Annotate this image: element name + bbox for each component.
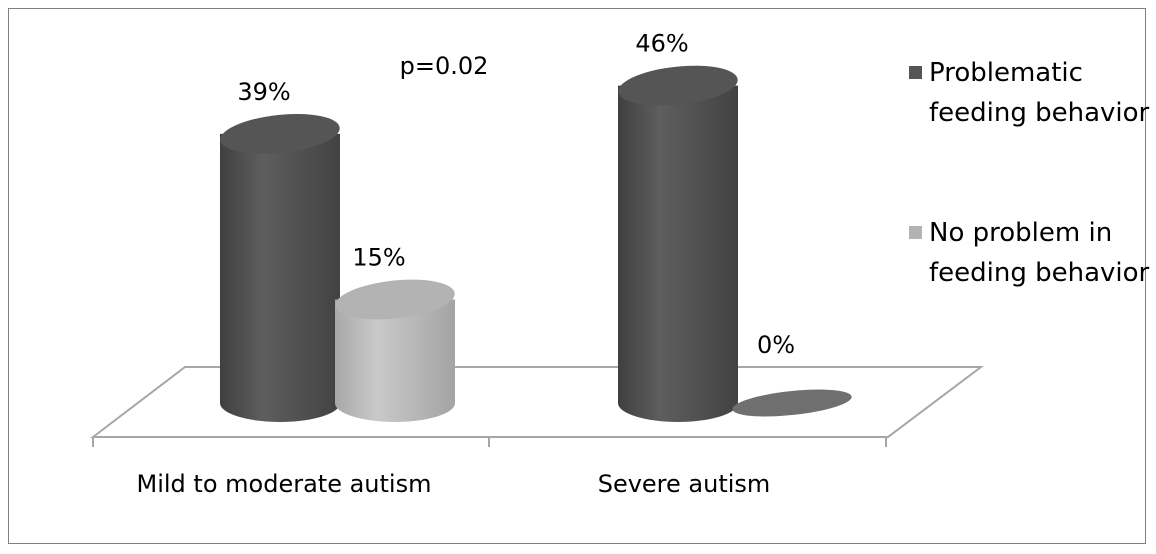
x-tick-label-mild: Mild to moderate autism — [137, 470, 432, 498]
legend-label-no-problem-line2: feeding behavior — [929, 258, 1150, 288]
legend: Problematic feeding behavior No problem … — [909, 58, 1150, 288]
bar-mild-no-problem — [335, 279, 455, 422]
value-label-mild-no-problem: 15% — [352, 244, 405, 272]
chart-frame — [8, 8, 1146, 544]
bar-mild-problematic — [220, 113, 340, 422]
bar-severe-problematic — [618, 65, 738, 422]
value-label-severe-no-problem: 0% — [757, 331, 795, 359]
value-label-mild-problematic: 39% — [237, 78, 290, 106]
x-tick-label-severe: Severe autism — [598, 470, 771, 498]
legend-label-problematic-line1: Problematic — [929, 58, 1083, 88]
legend-label-problematic-line2: feeding behavior — [929, 98, 1150, 128]
legend-swatch-problematic — [909, 66, 922, 79]
bar-severe-no-problem — [732, 389, 852, 417]
legend-swatch-no-problem — [909, 226, 922, 239]
legend-label-no-problem-line1: No problem in — [929, 218, 1112, 248]
value-label-severe-problematic: 46% — [635, 30, 688, 58]
bars — [220, 65, 852, 422]
p-value-annotation: p=0.02 — [400, 52, 489, 80]
value-labels: 39% 15% 46% 0% — [237, 30, 795, 359]
